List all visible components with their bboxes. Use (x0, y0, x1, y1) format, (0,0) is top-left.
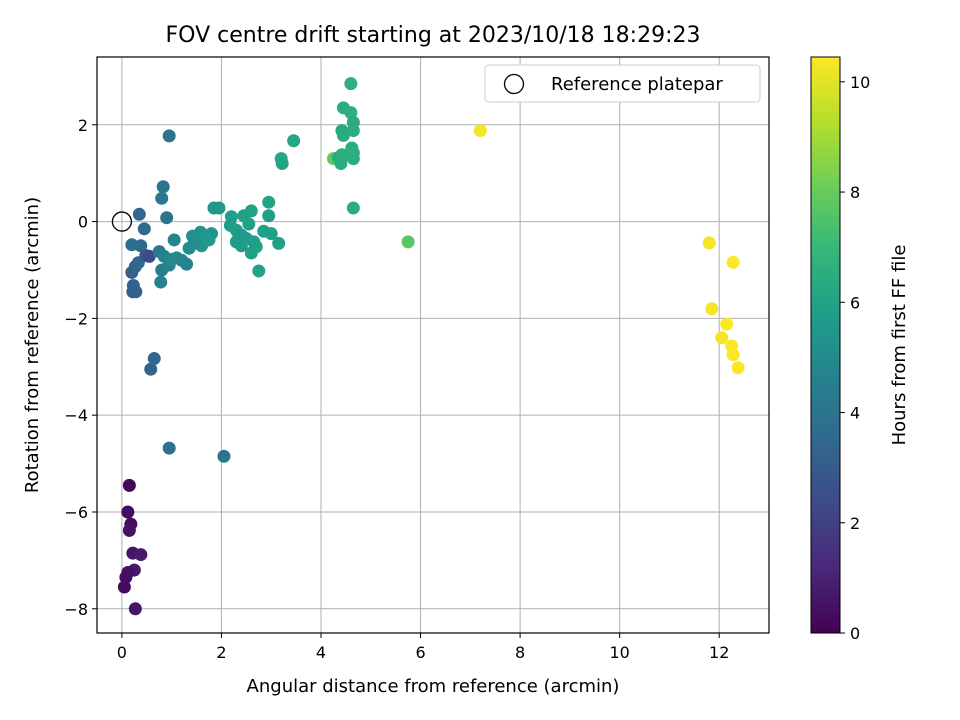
x-tick-label: 4 (316, 643, 326, 662)
data-point (242, 217, 256, 231)
colorbar (810, 56, 841, 634)
data-point (262, 209, 276, 223)
y-axis-ticks: −8 −6 −4 −2 0 2 (64, 116, 97, 619)
data-point (229, 235, 243, 249)
colorbar-tick-label: 4 (850, 404, 860, 423)
data-point (202, 233, 216, 247)
data-point (212, 201, 226, 215)
colorbar-tick-label: 2 (850, 514, 860, 533)
data-point (252, 264, 266, 278)
data-point (272, 236, 286, 250)
legend-entry: Reference platepar (551, 74, 723, 95)
data-point (262, 195, 276, 209)
data-point (122, 523, 136, 537)
data-point (346, 201, 360, 215)
data-point (401, 235, 415, 249)
data-point (346, 124, 360, 138)
colorbar-tick-label: 0 (850, 624, 860, 643)
data-point (341, 148, 355, 162)
data-point (217, 449, 231, 463)
data-point (125, 238, 139, 252)
x-tick-label: 8 (515, 643, 525, 662)
colorbar-tick-label: 6 (850, 293, 860, 312)
data-point (344, 77, 358, 91)
data-point (134, 548, 148, 562)
x-axis-ticks: 0 2 4 6 8 10 12 (117, 633, 729, 662)
data-point (117, 580, 131, 594)
data-point (121, 505, 135, 519)
y-tick-label: 0 (78, 213, 88, 232)
data-point (128, 602, 142, 616)
x-tick-label: 12 (709, 643, 729, 662)
data-point (147, 352, 161, 366)
data-point (162, 129, 176, 143)
data-point (264, 227, 278, 241)
data-point (167, 233, 181, 247)
y-tick-label: −6 (64, 503, 88, 522)
x-tick-label: 6 (415, 643, 425, 662)
data-point (142, 249, 156, 263)
x-axis-label: Angular distance from reference (arcmin) (247, 676, 620, 697)
y-tick-label: −8 (64, 600, 88, 619)
data-point (122, 478, 136, 492)
y-tick-label: 2 (78, 116, 88, 135)
plot-frame (96, 56, 770, 634)
x-tick-label: 0 (117, 643, 127, 662)
y-axis-label: Rotation from reference (arcmin) (22, 197, 43, 493)
data-point (155, 191, 169, 205)
data-point (132, 207, 146, 221)
data-point (180, 257, 194, 271)
data-point (715, 331, 729, 345)
gridlines (97, 57, 769, 633)
data-point (162, 441, 176, 455)
data-point (187, 236, 201, 250)
data-point (473, 124, 487, 138)
reference-platepar-point (111, 211, 133, 232)
data-point (720, 317, 734, 331)
data-point (335, 124, 349, 138)
data-point (154, 275, 168, 289)
legend-marker (503, 73, 525, 95)
data-point (275, 156, 289, 170)
reference-marker (111, 211, 133, 232)
colorbar-tick-label: 10 (850, 73, 870, 92)
data-point (156, 180, 170, 194)
colorbar-label: Hours from first FF file (889, 245, 910, 446)
data-points (117, 77, 745, 616)
data-point (726, 255, 740, 269)
data-point (144, 362, 158, 376)
data-point (702, 236, 716, 250)
chart-title: FOV centre drift starting at 2023/10/18 … (166, 23, 701, 48)
data-point (726, 348, 740, 362)
x-tick-label: 2 (216, 643, 226, 662)
colorbar-ticks: 0 2 4 6 8 10 (840, 73, 870, 643)
data-point (287, 134, 301, 148)
y-tick-label: −2 (64, 309, 88, 328)
data-point (126, 278, 140, 292)
data-point (705, 302, 719, 316)
legend: Reference platepar (484, 64, 761, 103)
colorbar-tick-label: 8 (850, 183, 860, 202)
data-point (731, 361, 745, 375)
data-point (119, 570, 133, 584)
y-tick-label: −4 (64, 406, 88, 425)
data-point (247, 235, 261, 249)
data-point (137, 222, 151, 236)
x-tick-label: 10 (609, 643, 629, 662)
data-point (160, 211, 174, 225)
legend-box (484, 64, 761, 103)
data-point (244, 204, 258, 218)
